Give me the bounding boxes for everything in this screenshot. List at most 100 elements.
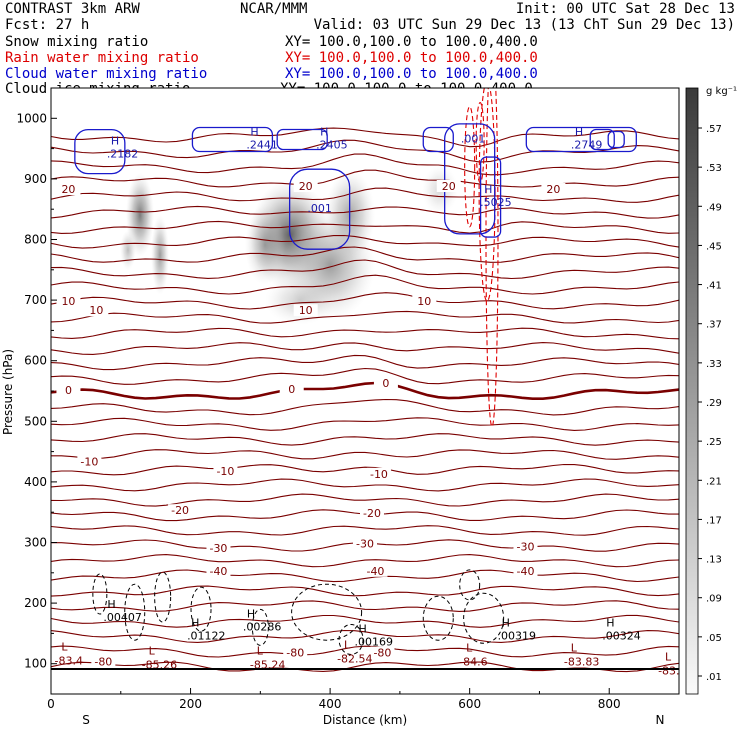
isotherm-label: 10: [417, 295, 431, 308]
isotherm-label: -80: [94, 656, 112, 669]
cloud-water-contour: [589, 128, 615, 151]
cloud-ice-contour: [251, 608, 269, 646]
isotherm-label-bg: [56, 183, 81, 196]
isotherm-line: [51, 449, 679, 460]
isotherm-label-bg: [541, 183, 566, 196]
y-tick-label: 800: [24, 233, 47, 247]
isotherm-line: [51, 417, 679, 431]
colorbar-label: .05: [706, 633, 722, 644]
axes: 0 200 400 600 800100200300400500600700800900…: [16, 111, 620, 711]
y-tick-label: 900: [24, 172, 47, 186]
y-tick-label: 100: [24, 657, 47, 671]
isotherm-label-bg: [84, 304, 109, 317]
isotherm-line: [51, 153, 679, 176]
isotherm-label-bg: [213, 464, 238, 477]
cloud-water-high-value: .5025: [480, 196, 512, 209]
isotherm-label-bg: [77, 455, 102, 468]
cloud-ice-contour: [338, 623, 364, 655]
ice-high-value: .00169: [355, 635, 394, 648]
cloud-ice-contour: [154, 571, 172, 623]
colorbar-label: .53: [706, 163, 722, 174]
isotherm-label: -40: [209, 565, 227, 578]
init-time: Init: 00 UTC Sat 28 Dec 13: [516, 1, 735, 17]
ice-high-marker: H: [191, 616, 199, 629]
isotherm-line: [51, 234, 679, 249]
cloud-ice-contour: [463, 592, 505, 644]
isotherm-line: [51, 205, 679, 219]
y-axis-label: Pressure (hPa): [1, 349, 15, 435]
cloud-water-contours: [74, 123, 637, 250]
isotherm-line: [51, 554, 679, 568]
isotherm-line: [51, 493, 679, 507]
x-tick-label: 200: [179, 697, 202, 711]
colorbar-label: .29: [706, 398, 722, 409]
cloud-ice-contour: [422, 595, 454, 641]
isotherm-line: [51, 327, 679, 340]
isotherm-label: 10: [61, 295, 75, 308]
cloud-water-high-marker: H: [575, 126, 583, 139]
isotherm-label-bg: [56, 295, 81, 308]
isotherm-label: -10: [80, 456, 98, 469]
contour-labels: -80 -80 -80 -40 -40 -40 -30 -30 -30 -20 -20 -10 -10 -…: [54, 126, 679, 678]
ice-high-marker: H: [247, 607, 255, 620]
colorbar-label: .41: [706, 281, 722, 292]
cloud-water-contour: [288, 168, 351, 250]
center-title: NCAR/MMM: [240, 1, 307, 17]
isotherm-label: -20: [171, 504, 189, 517]
isotherm-line: [51, 292, 679, 310]
ice-high-value: .00319: [498, 629, 536, 642]
x-tick-label: 400: [319, 697, 342, 711]
low-marker: L: [665, 651, 672, 664]
low-marker: L: [61, 640, 68, 653]
x-tick-label: 600: [458, 697, 481, 711]
cloud-ice-contour: [459, 569, 481, 601]
isotherm-label: -80: [286, 647, 304, 660]
cloud-water-high-marker: H: [484, 183, 492, 196]
isotherm-line: [51, 220, 679, 234]
isotherm-label: -80: [373, 647, 391, 660]
ice-high-value: .00286: [243, 620, 282, 633]
field-snow: Snow mixing ratio: [5, 34, 148, 50]
cloud-water-contour: [74, 128, 126, 175]
isotherm-label: 20: [299, 180, 313, 193]
ice-high-marker: H: [502, 616, 510, 629]
cloud-water-contour: [276, 128, 328, 151]
cloud-ice-contour: [291, 583, 363, 641]
isotherm-label-bg: [436, 179, 461, 192]
model-title: CONTRAST 3km ARW: [5, 1, 140, 17]
cloud-water-label: .001: [461, 133, 486, 146]
isotherm-label: 10: [89, 304, 103, 317]
header: CONTRAST 3km ARW NCAR/MMM Init: 00 UTC S…: [5, 1, 735, 97]
isotherm-label: 10: [299, 304, 313, 317]
colorbar-label: .21: [706, 476, 722, 487]
colorbar-ticks: .57 .53 .49 .45 .41 .37 .33 .29 .25 .21 .17 .13 .09.…: [698, 124, 722, 683]
isotherm-line: [51, 629, 679, 643]
isotherm-label-bg: [513, 540, 538, 553]
x-tick-label: 800: [598, 697, 621, 711]
isotherm-label-bg: [293, 179, 318, 192]
isotherm-label-bg: [412, 295, 437, 308]
colorbar-label: .01: [706, 672, 722, 683]
isotherm-line: [51, 259, 679, 280]
field-snow-xy: XY= 100.0,100.0 to 100.0,400.0: [285, 34, 538, 50]
isotherm-label: -30: [356, 538, 374, 551]
isotherm-line: [51, 398, 679, 416]
colorbar-label: .33: [706, 359, 722, 370]
cloud-ice-contours: [92, 569, 505, 655]
isotherm-label-bg: [206, 564, 231, 577]
isotherm-line: [51, 310, 679, 324]
isotherm-label-bg: [353, 537, 377, 550]
plot-contents: -80 -80 -80 -40 -40 -40 -30 -30 -30 -20 -20 -10 -10 -…: [51, 88, 679, 678]
isotherm-label-bg: [206, 541, 231, 554]
colorbar-label: .09: [706, 594, 722, 605]
y-tick-label: 600: [24, 354, 47, 368]
cloud-ice-contour: [92, 573, 108, 615]
isotherm-label-bg: [513, 564, 538, 577]
isotherm-line: [51, 342, 679, 355]
isotherm-line: [51, 600, 679, 612]
rain-contour: [464, 106, 476, 228]
isotherm-label-bg: [359, 507, 384, 520]
y-tick-label: 200: [24, 596, 47, 610]
cloud-water-high-value: .2405: [316, 139, 348, 152]
colorbar-label: .37: [706, 320, 722, 331]
